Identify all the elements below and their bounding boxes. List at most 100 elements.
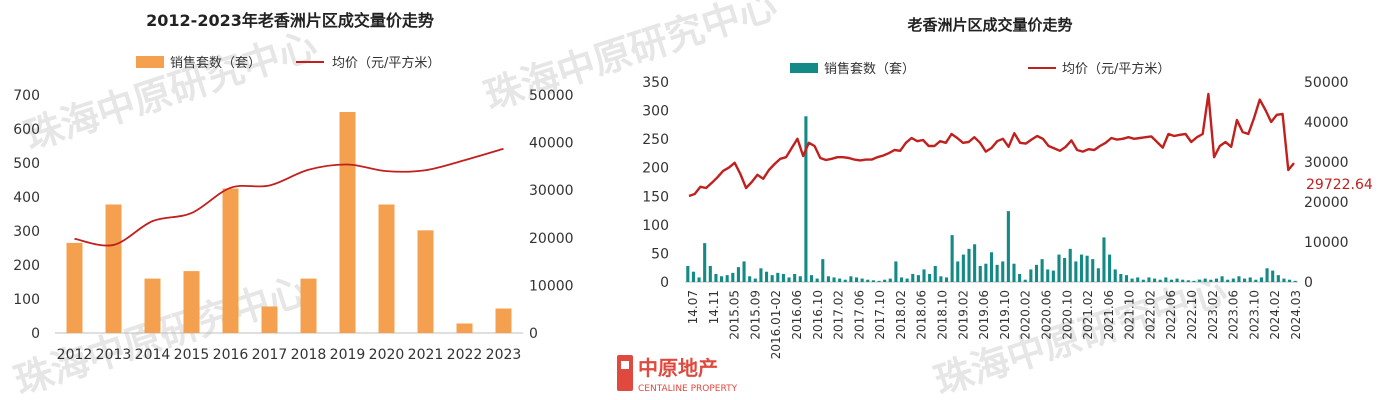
x-tick-label: 2015.09 bbox=[748, 290, 762, 340]
bar bbox=[105, 204, 122, 333]
bar bbox=[989, 252, 994, 282]
y-right-tick-label: 40000 bbox=[1304, 115, 1349, 131]
x-tick-label: 2022.02 bbox=[1143, 290, 1157, 340]
x-tick-label: 2017.02 bbox=[832, 290, 846, 340]
x-tick-label: 2017.10 bbox=[873, 290, 887, 340]
bar bbox=[339, 112, 356, 333]
y-left-tick-label: 400 bbox=[13, 190, 40, 206]
bar bbox=[1259, 277, 1263, 282]
y-right-tick-label: 10000 bbox=[529, 278, 574, 294]
bar bbox=[1248, 277, 1252, 282]
bar bbox=[1288, 279, 1292, 282]
bar bbox=[1164, 277, 1168, 282]
bar bbox=[933, 266, 937, 282]
bar bbox=[759, 268, 763, 282]
x-tick-label: 2023.10 bbox=[1247, 290, 1261, 340]
x-tick-label: 14.11 bbox=[707, 290, 721, 324]
y-left-tick-label: 0 bbox=[31, 326, 40, 342]
bar bbox=[1254, 279, 1258, 282]
bar bbox=[776, 272, 780, 282]
y-right-tick-label: 0 bbox=[1304, 275, 1313, 291]
bar bbox=[1006, 211, 1010, 282]
x-tick-label: 2016.01-02 bbox=[769, 290, 783, 359]
bar bbox=[1074, 261, 1078, 282]
x-tick-label: 2016.06 bbox=[790, 290, 804, 340]
y-right-tick-label: 30000 bbox=[1304, 155, 1349, 171]
bar bbox=[261, 306, 278, 333]
y-left-tick-label: 100 bbox=[13, 292, 40, 308]
bar bbox=[1186, 280, 1190, 282]
bar bbox=[725, 275, 729, 282]
y-left-tick-label: 200 bbox=[642, 161, 669, 177]
bar bbox=[781, 274, 785, 282]
x-tick-label: 2016 bbox=[213, 347, 249, 363]
bar bbox=[928, 274, 932, 282]
bar bbox=[843, 279, 847, 282]
y-left-tick-label: 100 bbox=[642, 218, 669, 234]
legend-label-line: 均价（元/平方米） bbox=[1062, 61, 1170, 77]
watermark-text: 珠海中原研究中心 bbox=[19, 23, 322, 159]
y-left-tick-label: 0 bbox=[660, 275, 669, 291]
bar bbox=[731, 272, 735, 282]
x-tick-label: 2020 bbox=[369, 347, 405, 363]
bar bbox=[1085, 255, 1089, 282]
bar bbox=[1108, 254, 1112, 282]
bar bbox=[1226, 279, 1230, 282]
logo-mark-inner bbox=[621, 361, 629, 369]
last-value-label: 29722.64 bbox=[1306, 177, 1373, 193]
bar bbox=[1001, 261, 1005, 282]
bar bbox=[1147, 277, 1151, 282]
bar bbox=[691, 271, 695, 282]
y-right-tick-label: 40000 bbox=[529, 136, 574, 152]
x-tick-label: 2016.10 bbox=[811, 290, 825, 340]
bar bbox=[378, 204, 395, 333]
bar bbox=[714, 274, 718, 282]
bar bbox=[787, 277, 791, 282]
bar bbox=[1141, 279, 1145, 282]
x-tick-label: 2018 bbox=[291, 347, 327, 363]
bar bbox=[860, 278, 864, 282]
x-tick-label: 2024.03 bbox=[1289, 290, 1303, 340]
bar bbox=[1276, 275, 1280, 282]
bar bbox=[883, 279, 887, 282]
bar bbox=[793, 274, 797, 282]
bar bbox=[1192, 280, 1196, 282]
bar bbox=[1271, 270, 1275, 282]
logo-main-text: 中原地产 bbox=[638, 356, 718, 380]
bar bbox=[1063, 258, 1067, 282]
legend-label-bar: 销售套数（套） bbox=[170, 55, 261, 71]
y-left-tick-label: 350 bbox=[642, 75, 669, 91]
bar bbox=[1113, 269, 1117, 282]
y-right-tick-label: 0 bbox=[529, 326, 538, 342]
x-tick-label: 2019.06 bbox=[977, 290, 991, 340]
bar bbox=[1214, 278, 1219, 282]
y-left-tick-label: 300 bbox=[13, 224, 40, 240]
x-tick-label: 2023.06 bbox=[1227, 290, 1241, 340]
bar bbox=[973, 244, 977, 282]
x-tick-label: 2017.06 bbox=[852, 290, 866, 340]
bar bbox=[222, 188, 239, 333]
bar bbox=[1102, 237, 1106, 282]
price-line bbox=[74, 147, 504, 247]
x-tick-label: 2012 bbox=[57, 347, 93, 363]
bar bbox=[877, 280, 881, 282]
x-tick-label: 2019 bbox=[330, 347, 366, 363]
bar bbox=[1282, 278, 1286, 282]
bar bbox=[815, 278, 819, 282]
price-line bbox=[688, 92, 1295, 198]
y-left-tick-label: 250 bbox=[642, 132, 669, 148]
bar bbox=[956, 261, 960, 282]
bar bbox=[939, 276, 943, 282]
bar bbox=[1068, 248, 1072, 282]
bar bbox=[894, 261, 898, 282]
x-tick-label: 2013 bbox=[96, 347, 132, 363]
x-tick-label: 2019.10 bbox=[998, 290, 1012, 340]
legend-swatch-bar bbox=[136, 56, 164, 68]
bar bbox=[804, 116, 808, 283]
bar bbox=[1130, 278, 1134, 282]
bar bbox=[495, 308, 512, 333]
centaline-logo: 中原地产 CENTALINE PROPERTY bbox=[617, 355, 738, 394]
x-tick-label: 2015 bbox=[174, 347, 210, 363]
y-left-tick-label: 300 bbox=[642, 104, 669, 120]
